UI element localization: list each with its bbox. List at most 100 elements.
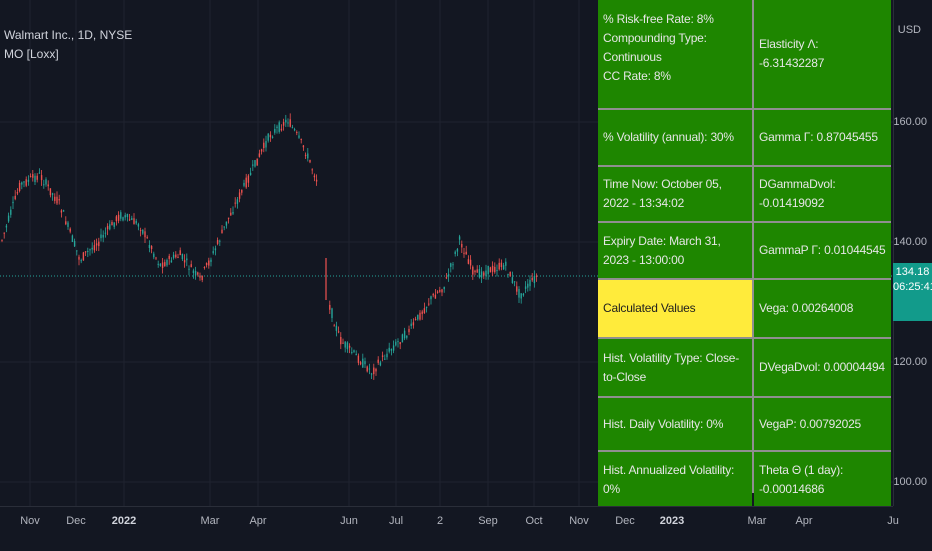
candle-body: [344, 341, 346, 348]
candle-body: [104, 232, 107, 234]
candle-body: [454, 251, 456, 254]
candle-body: [505, 261, 507, 266]
candle-body: [346, 342, 349, 350]
candle-body: [117, 214, 120, 221]
price-tick: 140.00: [893, 236, 927, 248]
symbol-title[interactable]: Walmart Inc., 1D, NYSE: [4, 28, 133, 42]
candle-body: [291, 127, 294, 129]
candle-body: [194, 270, 197, 276]
candle-body: [236, 199, 239, 204]
candle-body: [494, 266, 496, 273]
candle-body: [71, 235, 74, 243]
candle-body: [133, 218, 135, 225]
volatility-cell: % Volatility (annual): 30%: [598, 110, 752, 165]
time-label: Dec: [615, 515, 635, 527]
candle-body: [197, 272, 199, 275]
indicator-label[interactable]: MO [Loxx]: [4, 47, 59, 61]
price-scale[interactable]: USD 160.00 140.00 120.00 100.00: [893, 0, 932, 506]
candle-body: [153, 253, 155, 258]
current-price-tag: 134.18 06:25:41: [893, 263, 932, 321]
candle-body: [164, 262, 166, 267]
time-label: Sep: [478, 515, 498, 527]
time-label: 2022: [111, 515, 137, 527]
candle-body: [111, 222, 113, 226]
option-greeks-table: % Risk-free Rate: 8% Compounding Type: C…: [598, 0, 891, 507]
candle-body: [285, 119, 287, 123]
candle-body: [252, 164, 254, 166]
candle-body: [254, 160, 256, 167]
candle-body: [62, 210, 65, 212]
candle-body: [357, 355, 360, 363]
gamma-cell: Gamma Γ: 0.87045455: [754, 110, 891, 165]
expiry-date-cell: Expiry Date: March 31, 2023 - 13:00:00: [598, 223, 752, 278]
hist-vol-type-cell: Hist. Volatility Type: Close-to-Close: [598, 339, 752, 396]
candle-body: [496, 270, 498, 272]
candle-body: [67, 222, 69, 227]
price-tick: 100.00: [893, 476, 927, 488]
candle-body: [311, 169, 313, 171]
candle-body: [509, 271, 511, 277]
candle-body: [109, 224, 111, 230]
candle-body: [210, 259, 212, 262]
candle-body: [298, 135, 300, 138]
candle-body: [115, 216, 118, 222]
candle-body: [188, 268, 190, 270]
candle-body: [456, 248, 459, 252]
candle-body: [381, 355, 384, 358]
candle-body: [384, 358, 386, 360]
candle-body: [89, 249, 91, 251]
time-axis[interactable]: Nov Dec 2022 Mar Apr Jun Jul 2 Sep Oct N…: [0, 506, 899, 551]
candle-body: [54, 196, 56, 201]
time-label: Jun: [340, 515, 358, 527]
candle-body: [91, 247, 93, 250]
candle-body: [408, 328, 410, 333]
candle-body: [309, 159, 311, 163]
candle-body: [461, 243, 463, 248]
candle-body: [230, 212, 232, 216]
candle-body: [379, 362, 382, 366]
candle-body: [29, 176, 32, 178]
candle-body: [243, 182, 245, 186]
candle-body: [353, 350, 355, 352]
candle-body: [238, 192, 241, 199]
candle-body: [175, 254, 177, 258]
candle-body: [183, 260, 186, 263]
candle-body: [498, 262, 500, 270]
candle-body: [36, 175, 38, 180]
candle-body: [122, 217, 124, 221]
candle-body: [186, 258, 188, 261]
candle-body: [507, 274, 509, 276]
candle-body: [377, 359, 379, 363]
candle-body: [390, 348, 393, 351]
candle-body: [45, 179, 47, 185]
candle-body: [337, 331, 340, 333]
candle-body: [179, 250, 181, 256]
candle-body: [414, 318, 417, 320]
candle-body: [313, 175, 316, 178]
candle-body: [124, 215, 126, 218]
chart-legend: Walmart Inc., 1D, NYSE MO [Loxx]: [4, 26, 132, 64]
candle-body: [27, 179, 30, 182]
candle-body: [241, 189, 243, 193]
candle-body: [370, 373, 373, 375]
candle-body: [137, 224, 140, 227]
candle-body: [16, 192, 19, 194]
candle-body: [463, 252, 465, 254]
rate-info-cell: % Risk-free Rate: 8% Compounding Type: C…: [598, 0, 752, 108]
cc-rate: CC Rate: 8%: [603, 69, 671, 83]
candle-body: [249, 172, 252, 176]
candle-body: [25, 179, 27, 186]
candle-body: [76, 250, 78, 252]
candle-body: [441, 289, 443, 293]
candle-body: [225, 221, 228, 226]
candle-body: [128, 219, 131, 221]
candle-body: [234, 202, 236, 204]
risk-free-rate: % Risk-free Rate: 8%: [603, 12, 714, 26]
currency-label[interactable]: USD: [897, 24, 921, 36]
candle-body: [58, 199, 60, 201]
candle-body: [21, 182, 23, 185]
candle-body: [489, 267, 492, 273]
time-label: Dec: [66, 515, 86, 527]
candle-body: [223, 226, 225, 228]
candle-body: [32, 174, 34, 178]
